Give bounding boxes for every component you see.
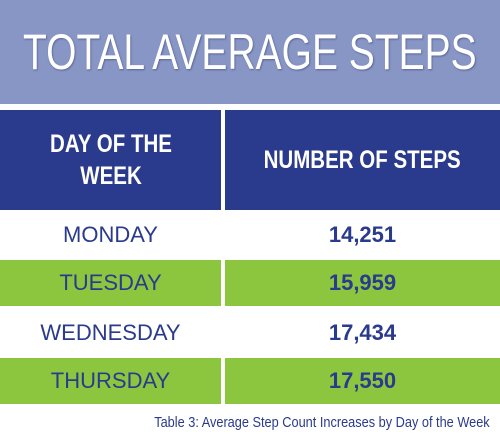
day: TUESDAY [59,270,162,295]
day-cell: THURSDAY [0,358,221,404]
title: TOTAL AVERAGE STEPS [23,24,477,80]
steps-cell: 17,550 [225,358,500,404]
steps: 17,550 [328,368,397,393]
column-header-text: NUMBER OF STEPS [263,146,462,174]
steps-cell: 17,434 [225,310,500,356]
title-band: TOTAL AVERAGE STEPS [0,0,500,104]
steps: 17,434 [328,320,397,345]
column-header-text: DAY OF THE WEEK [49,130,172,190]
day: WEDNESDAY [40,320,181,345]
day-cell: WEDNESDAY [0,310,221,356]
day: THURSDAY [50,368,171,393]
caption-box: Table 3: Average Step Count Increases by… [0,414,490,431]
steps-cell: 15,959 [225,260,500,306]
day-cell: TUESDAY [0,260,221,306]
caption: Table 3: Average Step Count Increases by… [154,414,490,431]
steps: 14,251 [328,222,397,247]
column-header: DAY OF THE WEEK [0,110,221,210]
column-header: NUMBER OF STEPS [225,110,500,210]
day: MONDAY [63,222,158,247]
steps-cell: 14,251 [225,212,500,258]
steps: 15,959 [328,270,397,295]
day-cell: MONDAY [0,212,221,258]
